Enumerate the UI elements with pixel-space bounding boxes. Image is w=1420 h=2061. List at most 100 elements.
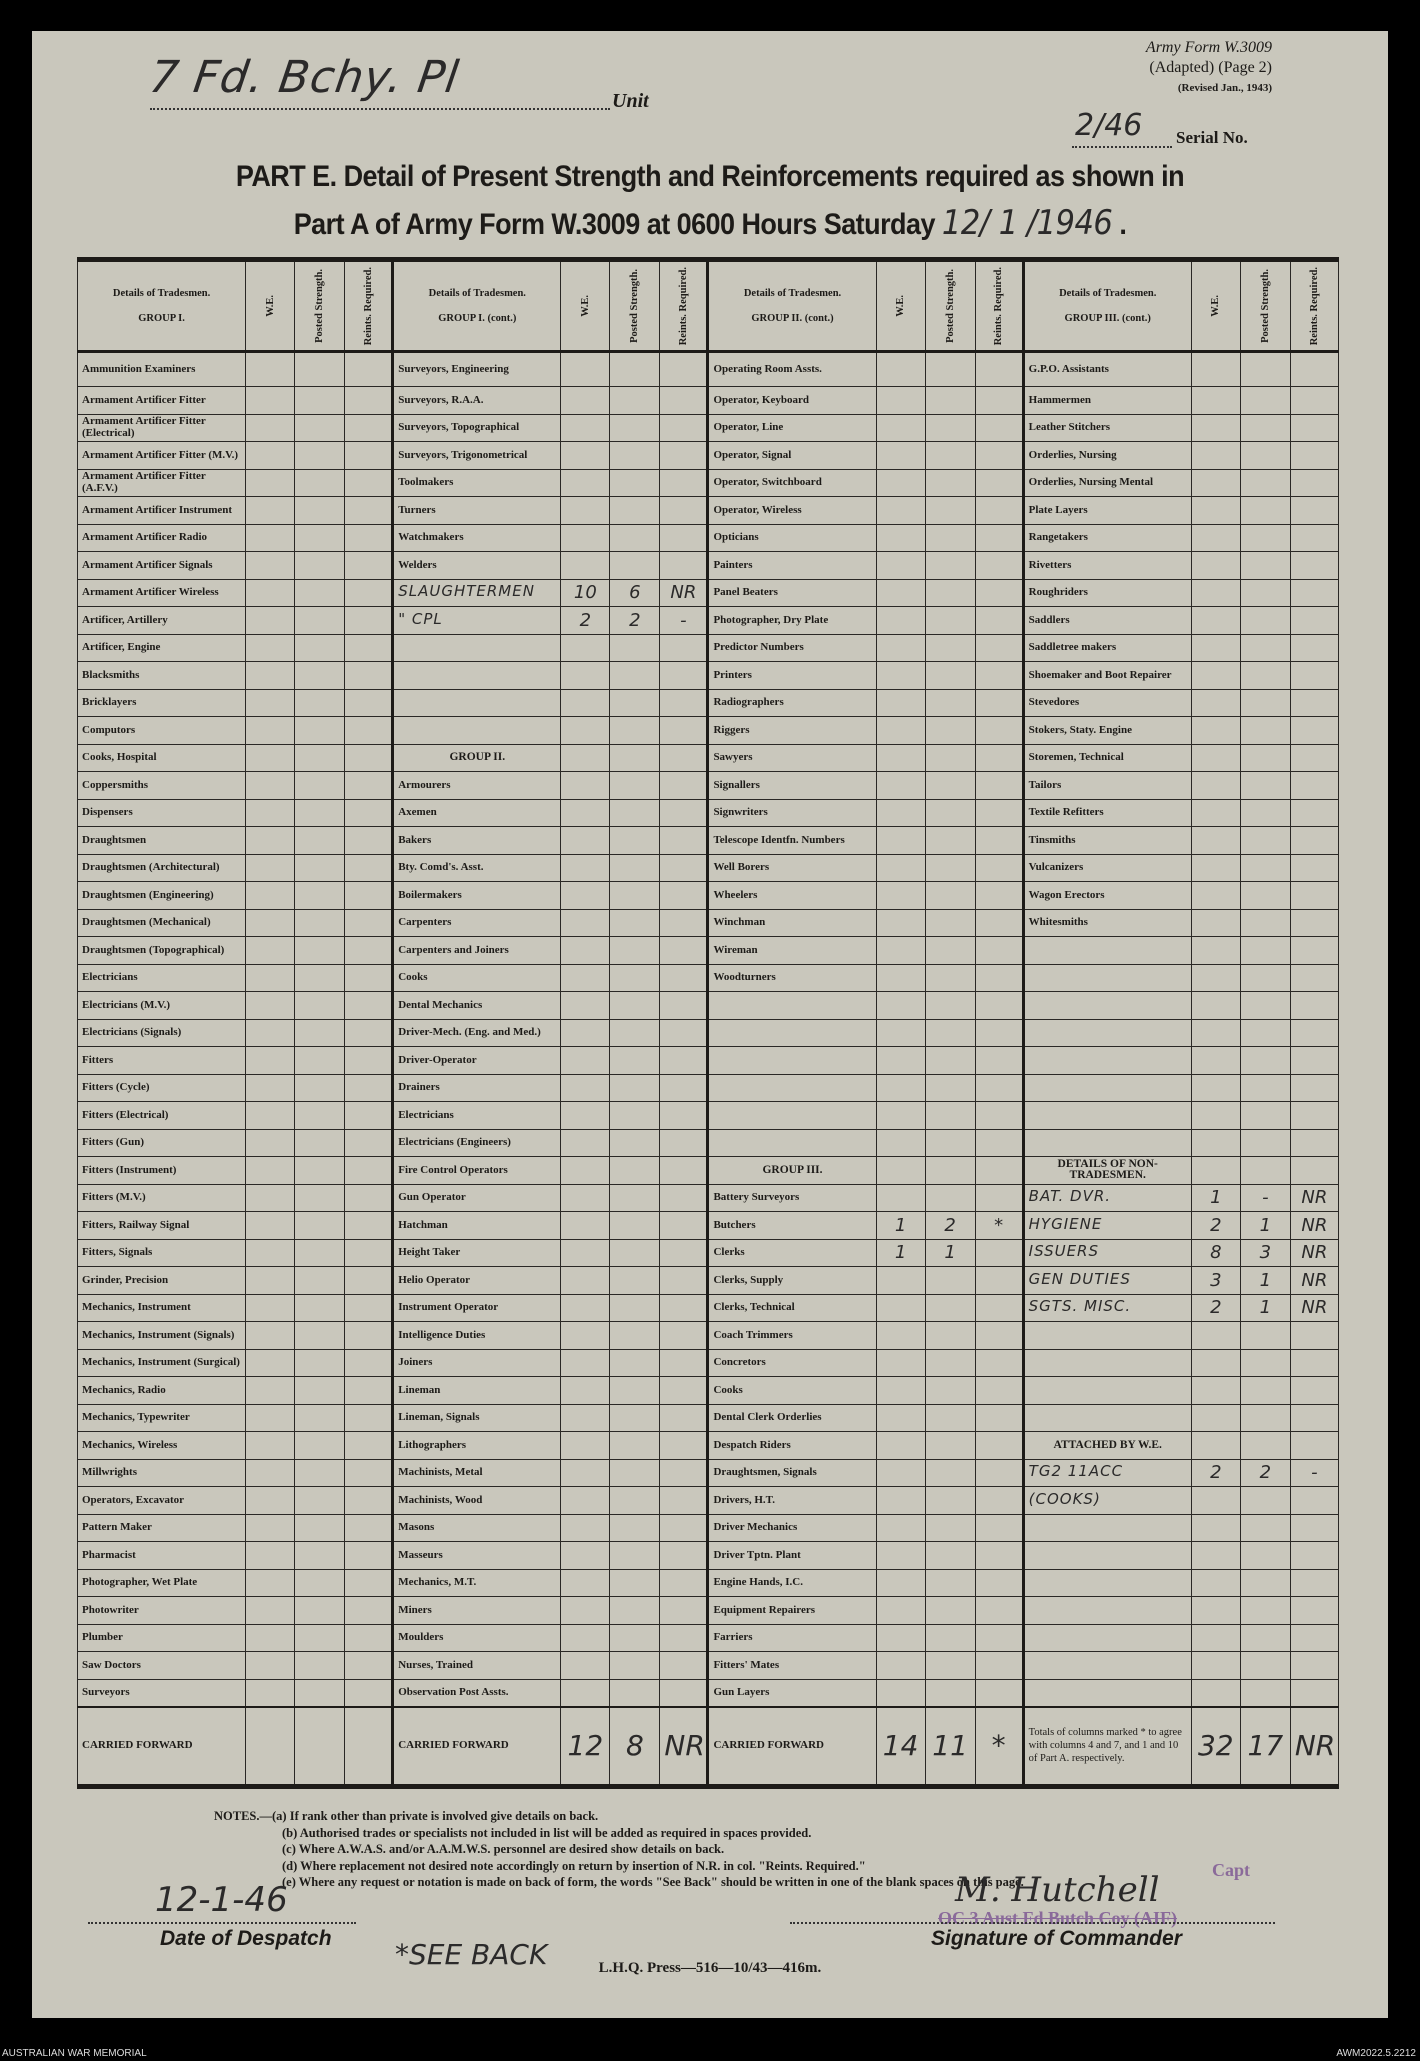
value-reinf: * [994,1214,1004,1236]
cell-posted [1239,936,1291,965]
trade-label-cell [1021,1128,1192,1157]
trade-label: Gun Layers [713,1685,770,1698]
cell-posted [924,1651,976,1680]
cell-we [560,853,611,882]
form-adapted: (Adapted) (Page 2) [1149,59,1272,76]
table-row: Grinder, Precision Helio Operator Clerks, … [76,1266,1340,1295]
table-row: Fitters (Cycle) Drainers [76,1073,1340,1102]
cell-posted: 1 [1239,1266,1291,1295]
cell-reinf [974,1073,1024,1102]
cell-we [1190,771,1241,800]
cell-we [1190,963,1241,992]
cell-posted [294,468,346,497]
carried-value-reinf: * [991,1729,1006,1762]
trade-label-cell: Plate Layers [1021,496,1192,525]
cell-reinf [659,1513,709,1542]
trade-label-cell: Dispensers [76,798,247,827]
cell-posted [609,1101,661,1130]
cell-posted [924,1156,976,1185]
trade-label: Mechanics, M.T. [398,1576,477,1588]
trade-label: Dispensers [82,806,133,818]
cell-posted [609,1568,661,1597]
cell-posted [294,1486,346,1515]
cell-posted [294,1431,346,1460]
trade-label: Photographer, Dry Plate [713,613,829,626]
trade-label-cell: Operator, Switchboard [706,468,877,497]
cell-posted [1239,1101,1291,1130]
table-row: Blacksmiths Printers Shoemaker and Boot Re… [76,661,1340,690]
cell-posted [924,1046,976,1075]
trade-label-cell: Surveyors, Trigonometrical [391,441,562,470]
cell-posted: 1 [1239,1211,1291,1240]
cell-posted [294,633,346,662]
trade-label-cell: Well Borers [706,853,877,882]
cell-we [560,1321,611,1350]
cell-we [560,1211,611,1240]
trade-label-cell: Operator, Line [706,413,877,442]
trade-label: Panel Beaters [713,586,778,598]
carried-value-posted: 11 [932,1729,968,1762]
carried-forward-label: Totals of columns marked * to agree with… [1028,1727,1182,1764]
value-reinf: NR [1301,1187,1328,1209]
cell-reinf [659,1211,709,1240]
trade-label-cell: Wheelers [706,881,877,910]
trade-label-cell: Armament Artificer Radio [76,523,247,552]
table-row: Millwrights Machinists, Metal Draughtsmen,… [76,1458,1340,1487]
cell-reinf: * [974,1211,1024,1240]
value-posted: - [1262,1187,1269,1209]
cell-we [560,1678,611,1707]
trade-label-cell: Coppersmiths [76,771,247,800]
cell-reinf [974,1541,1024,1570]
cell-posted [294,1376,346,1405]
cell-reinf: NR [1289,1211,1340,1240]
trade-label: GEN DUTIES [1028,1269,1131,1288]
cell-reinf [659,908,709,937]
cell-posted [924,606,976,635]
value-reinf: - [1311,1462,1318,1484]
cell-reinf [974,881,1024,910]
cell-we [875,1486,926,1515]
cell-reinf [344,1678,394,1707]
trade-label: Fitters [82,1053,114,1066]
trade-label-cell: Butchers [706,1211,877,1240]
cell-reinf [659,963,709,992]
cell-posted [924,496,976,525]
cell-posted [1239,743,1291,772]
cell-reinf [659,1293,709,1322]
trade-label-cell: Whitesmiths [1021,908,1192,937]
trade-label-cell: Lithographers [391,1431,562,1460]
printer-imprint: L.H.Q. Press—516—10/43—416m. [598,1960,822,1976]
trade-label: Vulcanizers [1028,861,1084,873]
trade-label-cell: Instrument Operator [391,1293,562,1322]
cell-reinf [344,1376,394,1405]
trade-label: Computors [82,723,136,736]
column-header-we-text: W.E. [1210,295,1222,317]
cell-we [875,716,926,745]
trade-label-cell: Opticians [706,523,877,552]
trade-label-cell: Drainers [391,1073,562,1102]
cell-posted [294,386,346,415]
cell-posted [609,688,661,717]
cell-we [875,1156,926,1185]
trade-label: Clerks, Supply [713,1273,784,1286]
cell-we [1190,743,1241,772]
trade-label-cell: GROUP III. [706,1156,877,1185]
value-we: 3 [1210,1269,1222,1291]
carried-forward-row: CARRIED FORWARD CARRIED FORWARD 12 8 NR CARRI… [76,1706,1340,1787]
cell-posted [609,386,661,415]
trade-label-cell: Clerks, Supply [706,1266,877,1295]
cell-posted [609,1128,661,1157]
table-row: Armament Artificer Wireless SLAUGHTERMEN 1… [76,578,1340,607]
cell-posted [924,908,976,937]
cell-reinf [1289,963,1340,992]
value-posted: 6 [629,582,641,604]
trade-label-cell: Grinder, Precision [76,1266,247,1295]
trade-label: Blacksmiths [82,668,140,681]
trade-label-cell [1021,1403,1192,1432]
cell-we [245,1101,296,1130]
trade-label-cell: Mechanics, Instrument (Surgical) [76,1348,247,1377]
cell-reinf [659,743,709,772]
despatch-label: Date of Despatch [160,1927,332,1950]
trade-label-cell: Fitters (M.V.) [76,1183,247,1212]
cell-we: 2 [1190,1458,1241,1487]
